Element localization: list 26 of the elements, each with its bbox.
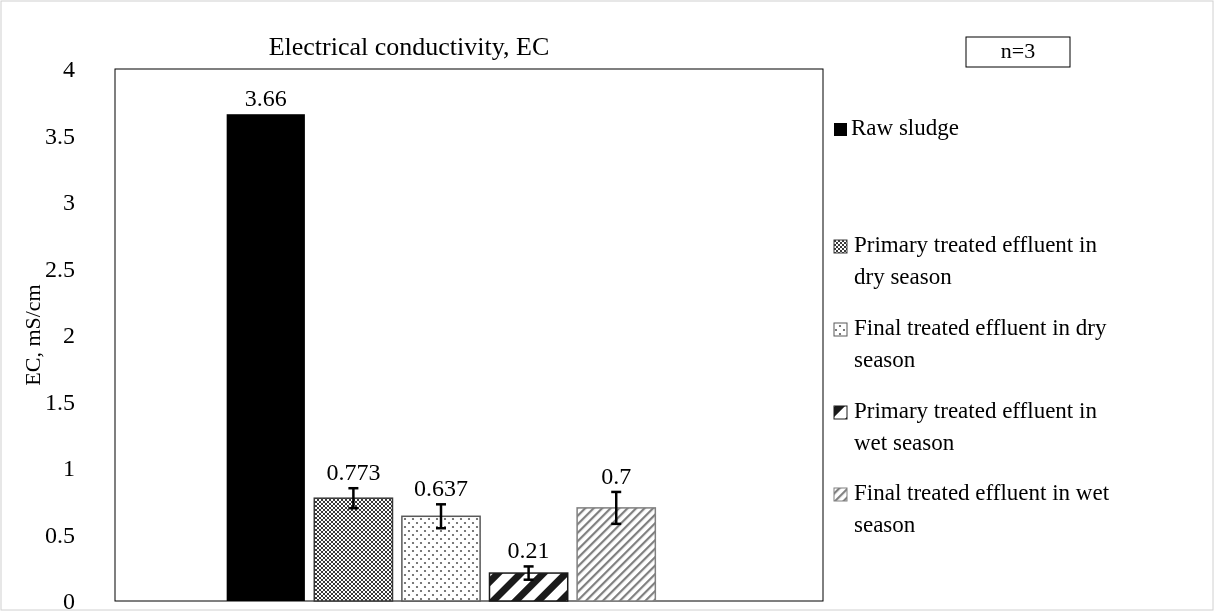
y-tick-label: 1 xyxy=(63,455,75,482)
y-tick-label: 2 xyxy=(63,322,75,349)
bar xyxy=(576,507,657,602)
legend-label: Primary treated effluent in wet season xyxy=(854,398,1098,455)
y-tick-label: 4 xyxy=(63,56,75,83)
data-label: 3.66 xyxy=(244,85,287,112)
y-axis-title: EC, mS/cm xyxy=(20,284,45,386)
bar xyxy=(313,497,394,602)
legend-label: Final treated effluent in dry season xyxy=(854,315,1107,372)
chart-title: Electrical conductivity, EC xyxy=(268,32,550,61)
data-label: 0.773 xyxy=(326,459,381,486)
data-label: 0.7 xyxy=(601,462,632,489)
bar xyxy=(488,572,569,602)
text: n=3 xyxy=(1000,38,1036,63)
legend-label: Final treated effluent in wet season xyxy=(854,480,1110,537)
legend-label: Primary treated effluent in dry season xyxy=(854,232,1098,289)
y-tick-label: 3.5 xyxy=(45,122,75,149)
y-tick-label: 1.5 xyxy=(45,388,75,415)
y-tick-label: 3 xyxy=(63,189,75,216)
y-tick-label: 0.5 xyxy=(45,521,75,548)
bar xyxy=(401,515,481,602)
legend-label: Raw sludge xyxy=(851,115,959,140)
y-tick-label: 2.5 xyxy=(45,255,75,282)
data-label: 0.21 xyxy=(507,537,550,564)
data-label: 0.637 xyxy=(414,475,468,502)
y-tick-label: 0 xyxy=(63,588,75,611)
